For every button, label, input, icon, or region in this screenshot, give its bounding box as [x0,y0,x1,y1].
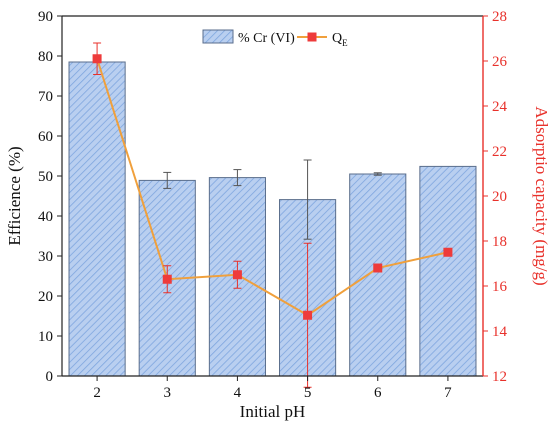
y-left-tick-label-90: 90 [38,9,53,25]
y-right-tick-label-26: 26 [492,54,508,70]
bar-error-5 [303,159,312,240]
y-right-tick-label-14: 14 [492,324,508,340]
y-right-tick-label-28: 28 [492,9,507,25]
legend-marker-swatch [307,32,317,42]
y-right-tick-label-20: 20 [492,189,507,205]
legend-line-label-main: Q [332,31,342,46]
y-right-tick-label-24: 24 [492,99,508,115]
legend-bar-label: % Cr (VI) [238,31,295,46]
bar-error-6 [373,172,382,176]
x-axis-label: Initial pH [240,402,306,421]
x-tick-label-6: 6 [374,385,382,401]
bar-error-3 [163,171,172,189]
x-tick-label-2: 2 [93,385,101,401]
y-axis-left-label: Efficience (%) [5,146,24,245]
qe-point-4 [232,270,242,280]
bar-error-4 [233,169,242,187]
bar-2 [68,61,126,377]
legend-line-label: QE [332,31,348,48]
y-right-tick-label-12: 12 [492,369,507,385]
bar-6 [349,173,407,377]
y-left-tick-label-10: 10 [38,329,53,345]
x-tick-label-4: 4 [234,385,242,401]
qe-point-3 [162,274,172,284]
y-right-tick-label-18: 18 [492,234,507,250]
y-left-tick-label-0: 0 [46,369,54,385]
qe-point-2 [92,54,102,64]
y-left-tick-label-70: 70 [38,89,53,105]
legend-line-label-subscript: E [342,38,348,48]
legend-bar-swatch [202,29,234,44]
qe-point-6 [373,263,383,273]
y-left-tick-label-30: 30 [38,249,53,265]
y-axis-right-label: Adsorptio capacity (mg/g) [532,106,550,285]
y-right-tick-label-16: 16 [492,279,508,295]
qe-point-7 [443,247,453,257]
x-tick-label-7: 7 [444,385,452,401]
y-left-tick-label-60: 60 [38,129,53,145]
y-left-tick-label-40: 40 [38,209,53,225]
y-left-tick-label-80: 80 [38,49,53,65]
qe-line [96,58,449,317]
qe-point-5 [303,310,313,320]
x-tick-label-5: 5 [304,385,312,401]
y-right-tick-label-22: 22 [492,144,507,160]
y-left-tick-label-50: 50 [38,169,53,185]
y-left-tick-label-20: 20 [38,289,53,305]
x-tick-label-3: 3 [164,385,172,401]
bar-7 [419,165,477,377]
